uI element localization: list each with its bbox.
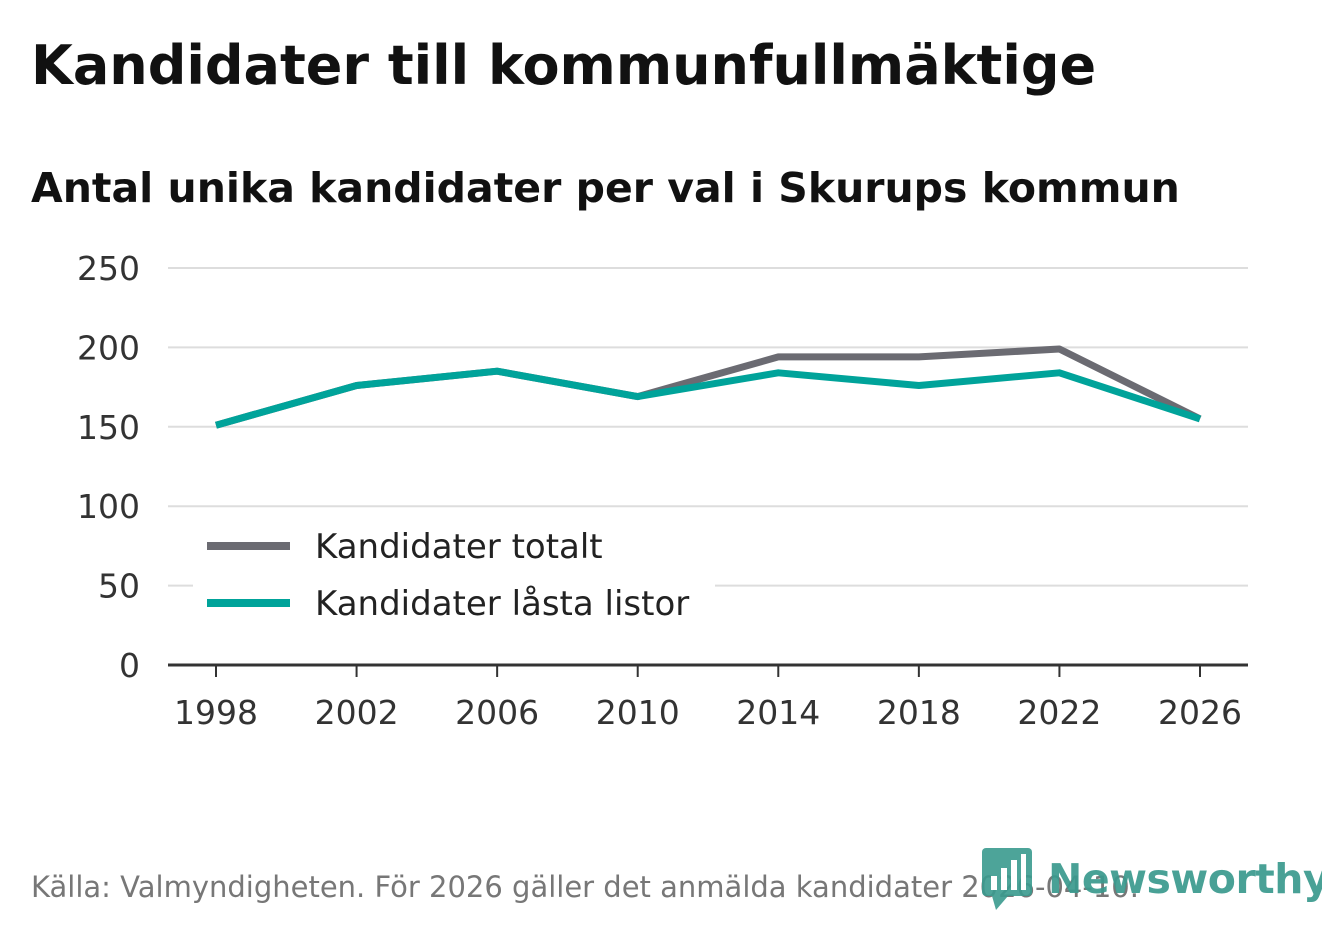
x-axis: 1998 2002 2006 2010 2014 2018 2022 2026 bbox=[168, 663, 1248, 732]
legend-label-locked: Kandidater låsta listor bbox=[315, 584, 689, 624]
source-note: Källa: Valmyndigheten. För 2026 gäller d… bbox=[31, 870, 1139, 904]
y-axis-labels: 0 50 100 150 200 250 bbox=[77, 249, 140, 685]
series-line-1 bbox=[215, 367, 1202, 429]
y-tick-label-100: 100 bbox=[77, 487, 140, 526]
x-tick-label-2014: 2014 bbox=[736, 693, 820, 732]
x-tick-label-2010: 2010 bbox=[596, 693, 680, 732]
y-tick-label-0: 0 bbox=[119, 646, 140, 685]
y-tick-label-200: 200 bbox=[77, 328, 140, 367]
y-tick-label-50: 50 bbox=[98, 567, 140, 606]
chart-title: Kandidater till kommunfullmäktige bbox=[31, 34, 1097, 97]
legend: Kandidater totalt Kandidater låsta listo… bbox=[193, 512, 715, 630]
line-chart: 0 50 100 150 200 250 Kandidater totalt Kandid… bbox=[77, 249, 1248, 732]
legend-background bbox=[193, 512, 715, 630]
legend-label-total: Kandidater totalt bbox=[315, 527, 603, 567]
chart-subtitle: Antal unika kandidater per val i Skurups… bbox=[31, 164, 1180, 212]
x-tick-label-1998: 1998 bbox=[174, 693, 258, 732]
logo-text: Newsworthy bbox=[1048, 855, 1322, 903]
x-tick-label-2018: 2018 bbox=[877, 693, 961, 732]
y-tick-label-150: 150 bbox=[77, 408, 140, 447]
y-tick-label-250: 250 bbox=[77, 249, 140, 288]
x-tick-label-2022: 2022 bbox=[1017, 693, 1101, 732]
x-tick-label-2002: 2002 bbox=[315, 693, 399, 732]
series-lines bbox=[215, 345, 1202, 429]
x-tick-label-2006: 2006 bbox=[455, 693, 539, 732]
bar-chart-icon bbox=[982, 848, 1032, 910]
x-tick-label-2026: 2026 bbox=[1158, 693, 1242, 732]
newsworthy-logo: Newsworthy bbox=[982, 848, 1322, 910]
